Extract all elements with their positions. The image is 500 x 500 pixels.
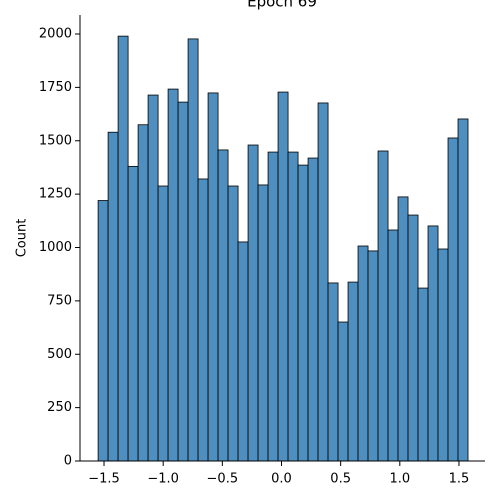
bar xyxy=(257,184,269,462)
bar xyxy=(287,151,299,462)
bar xyxy=(177,101,189,462)
y-tick-label: 0 xyxy=(64,454,72,469)
x-tick-label: 0.5 xyxy=(330,472,351,487)
bar xyxy=(247,144,259,462)
bar xyxy=(307,157,319,462)
x-tick-label: 1.5 xyxy=(449,472,470,487)
bar xyxy=(417,287,429,462)
bar xyxy=(117,35,129,462)
bar xyxy=(327,282,339,462)
bar xyxy=(137,124,149,462)
bar xyxy=(447,137,459,462)
bar xyxy=(347,281,359,462)
y-tick-label: 500 xyxy=(47,347,72,362)
bar xyxy=(357,245,369,462)
bar xyxy=(407,214,419,462)
bar xyxy=(427,225,439,462)
bar xyxy=(367,250,379,462)
bar xyxy=(107,131,119,462)
y-tick-label: 250 xyxy=(47,400,72,415)
y-axis-label: Count xyxy=(15,219,30,258)
bar xyxy=(187,38,199,462)
bar xyxy=(297,164,309,462)
bar xyxy=(267,151,279,462)
bar xyxy=(227,185,239,462)
x-tick-label: 0.0 xyxy=(271,472,292,487)
x-tick-label: −1.0 xyxy=(147,472,179,487)
y-tick-label: 750 xyxy=(47,293,72,308)
bar xyxy=(457,118,469,462)
x-tick-label: 1.0 xyxy=(389,472,410,487)
bar xyxy=(167,88,179,462)
y-tick-label: 1000 xyxy=(39,240,72,255)
bar xyxy=(147,94,159,462)
bar xyxy=(317,102,329,462)
bar xyxy=(437,248,449,462)
bar xyxy=(217,149,229,462)
bar xyxy=(377,150,389,462)
y-tick-label: 2000 xyxy=(39,27,72,42)
bar xyxy=(197,178,209,462)
chart-title: Epoch 69 xyxy=(247,0,317,11)
bar xyxy=(387,229,399,462)
x-tick-label: −1.5 xyxy=(88,472,120,487)
y-tick-label: 1250 xyxy=(39,187,72,202)
bar xyxy=(397,196,409,462)
bar xyxy=(97,200,109,462)
y-tick-label: 1500 xyxy=(39,133,72,148)
bar xyxy=(127,165,139,462)
x-tick-label: −0.5 xyxy=(207,472,239,487)
bar xyxy=(207,92,219,462)
bar xyxy=(157,185,169,462)
bar xyxy=(277,91,289,462)
y-tick-label: 1750 xyxy=(39,80,72,95)
bar xyxy=(237,241,249,462)
bar xyxy=(337,321,349,462)
